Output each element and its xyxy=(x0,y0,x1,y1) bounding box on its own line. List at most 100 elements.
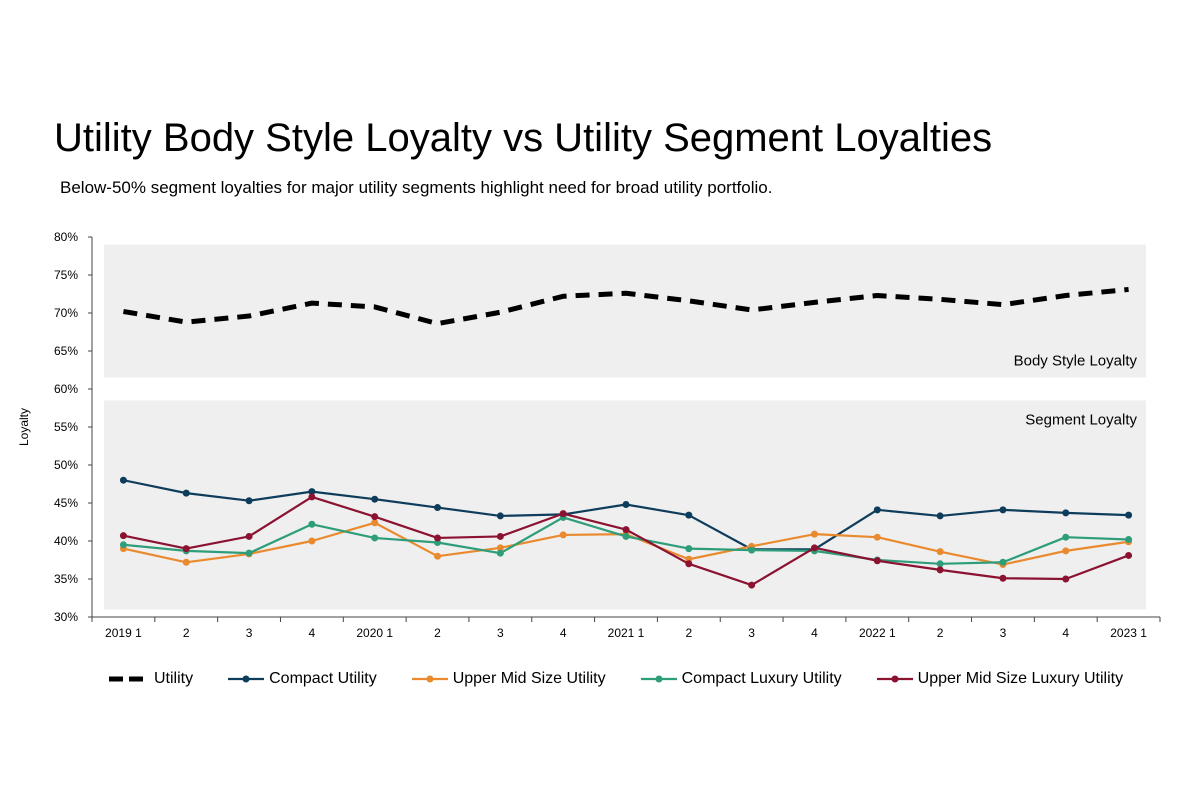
series-3-point xyxy=(434,552,442,560)
series-5-point xyxy=(873,557,881,565)
y-tick-label: 75% xyxy=(54,268,78,282)
legend-item: Compact Luxury Utility xyxy=(640,670,842,688)
series-5-point xyxy=(496,532,504,540)
series-2-point xyxy=(308,488,316,496)
series-3-point xyxy=(308,537,316,545)
series-5-point xyxy=(999,574,1007,582)
series-2-point xyxy=(936,512,944,520)
chart-title: Utility Body Style Loyalty vs Utility Se… xyxy=(54,116,993,160)
series-3-point xyxy=(810,530,818,538)
series-2-point xyxy=(999,506,1007,514)
legend-swatch xyxy=(876,675,913,683)
series-4-point xyxy=(622,532,630,540)
x-tick-label: 3 xyxy=(246,626,253,640)
series-3-point xyxy=(371,519,379,527)
series-5-point xyxy=(559,510,567,518)
series-3-point xyxy=(559,531,567,539)
y-tick-label: 30% xyxy=(54,610,78,624)
legend-label: Compact Utility xyxy=(269,670,377,687)
series-2-point xyxy=(434,504,442,512)
series-4-point xyxy=(748,546,756,554)
legend-label: Upper Mid Size Luxury Utility xyxy=(917,670,1124,687)
series-5-point xyxy=(119,532,127,540)
series-5-point xyxy=(622,526,630,534)
x-tick-label: 2 xyxy=(685,626,692,640)
legend-swatch xyxy=(640,675,677,683)
series-5-point xyxy=(371,513,379,521)
series-4-point xyxy=(245,549,253,557)
y-tick-label: 45% xyxy=(54,496,78,510)
series-5-point xyxy=(810,544,818,552)
series-4-point xyxy=(496,549,504,557)
series-2-point xyxy=(1125,511,1133,519)
series-5-point xyxy=(308,493,316,501)
x-tick-label: 3 xyxy=(748,626,755,640)
series-5-point xyxy=(685,560,693,568)
y-tick-label: 65% xyxy=(54,344,78,358)
band-label: Body Style Loyalty xyxy=(1014,353,1138,370)
band-label: Segment Loyalty xyxy=(1025,411,1137,428)
x-tick-label: 4 xyxy=(560,626,567,640)
line-chart: Body Style Loyalty Segment Loyalty 30% 35% 4… xyxy=(17,230,1161,640)
series-2-point xyxy=(622,501,630,509)
y-tick-label: 35% xyxy=(54,572,78,586)
legend-label: Compact Luxury Utility xyxy=(681,670,842,687)
x-tick-label: 2020 1 xyxy=(356,626,393,640)
series-5-point xyxy=(1062,575,1070,583)
y-tick-label: 80% xyxy=(54,230,78,244)
legend-item: Upper Mid Size Utility xyxy=(411,670,606,688)
x-tick-label: 3 xyxy=(1000,626,1007,640)
x-tick-label: 2 xyxy=(183,626,190,640)
x-tick-label: 2021 1 xyxy=(608,626,645,640)
series-3-point xyxy=(182,558,190,566)
series-5-point xyxy=(182,545,190,553)
legend-swatch xyxy=(228,675,265,683)
x-tick-label: 2 xyxy=(434,626,441,640)
chart-subtitle: Below-50% segment loyalties for major ut… xyxy=(60,178,773,197)
series-2-point xyxy=(371,495,379,503)
legend-item: Upper Mid Size Luxury Utility xyxy=(876,670,1123,688)
x-tick-label: 2023 1 xyxy=(1110,626,1147,640)
series-4-point xyxy=(119,541,127,549)
series-5-point xyxy=(1125,551,1133,559)
series-4-point xyxy=(371,534,379,542)
x-tick-label: 4 xyxy=(811,626,818,640)
x-tick-label: 4 xyxy=(309,626,316,640)
legend-swatch xyxy=(411,675,448,683)
band-1 xyxy=(104,244,1146,378)
chart-legend: Utility Compact Utility Upper Mid Size Uti… xyxy=(108,670,1157,688)
legend-swatch xyxy=(109,676,149,682)
series-2-point xyxy=(245,497,253,505)
y-tick-label: 55% xyxy=(54,420,78,434)
series-4-point xyxy=(1062,533,1070,541)
series-4-point xyxy=(308,520,316,528)
series-3-point xyxy=(1062,547,1070,555)
series-2-point xyxy=(1062,509,1070,517)
series-2-point xyxy=(119,476,127,484)
y-axis-label: Loyalty xyxy=(17,408,31,446)
series-4-point xyxy=(685,545,693,553)
y-tick-label: 50% xyxy=(54,458,78,472)
x-tick-label: 2022 1 xyxy=(859,626,896,640)
series-2-point xyxy=(496,512,504,520)
series-2-point xyxy=(873,506,881,514)
x-tick-label: 2 xyxy=(937,626,944,640)
y-tick-label: 60% xyxy=(54,382,78,396)
x-tick-label: 3 xyxy=(497,626,504,640)
series-5-point xyxy=(245,532,253,540)
series-5-point xyxy=(748,581,756,589)
x-tick-label: 4 xyxy=(1062,626,1069,640)
y-tick-label: 40% xyxy=(54,534,78,548)
series-4-point xyxy=(936,560,944,568)
y-tick-label: 70% xyxy=(54,306,78,320)
series-5-point xyxy=(434,534,442,542)
series-2-point xyxy=(685,511,693,519)
legend-label: Utility xyxy=(154,670,194,687)
legend-item: Utility xyxy=(108,670,193,688)
series-4-point xyxy=(1125,535,1133,543)
series-2-point xyxy=(182,489,190,497)
x-tick-label: 2019 1 xyxy=(105,626,142,640)
legend-item: Compact Utility xyxy=(227,670,377,688)
legend-label: Upper Mid Size Utility xyxy=(452,670,606,687)
series-4-point xyxy=(999,558,1007,566)
